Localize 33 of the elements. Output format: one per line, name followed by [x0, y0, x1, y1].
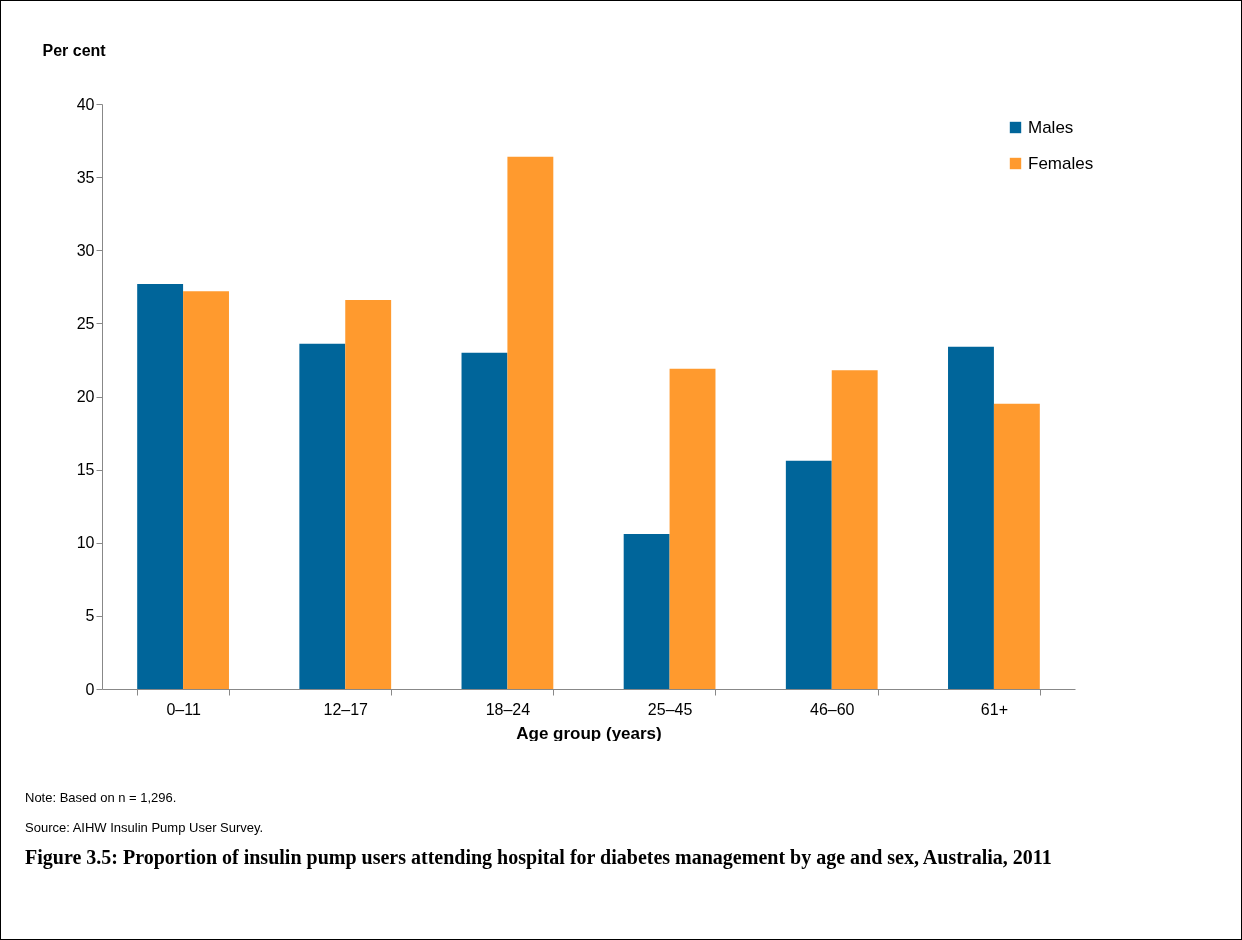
- source-note: Source: AIHW Insulin Pump User Survey.: [25, 820, 264, 835]
- legend-label: Males: [1028, 117, 1074, 137]
- bar: [461, 352, 508, 689]
- text: Note: Based on n = 1,296.: [25, 790, 178, 805]
- x-tick-label: 18–24: [485, 700, 531, 718]
- y-tick-label: 25: [76, 314, 95, 332]
- bar: [137, 283, 184, 689]
- y-axis-title: Per cent: [42, 41, 107, 59]
- y-tick-label: 20: [76, 388, 95, 405]
- bar: [669, 368, 716, 689]
- x-tick-label: 25–45: [647, 700, 693, 718]
- legend-label: Females: [1028, 153, 1094, 173]
- bar: [183, 291, 229, 689]
- y-tick-label: 15: [76, 461, 95, 479]
- y-tick-label: 40: [76, 95, 95, 113]
- bar: [785, 460, 832, 689]
- bar: [623, 533, 670, 689]
- bar: [831, 370, 878, 689]
- bar: [507, 156, 554, 689]
- bar: [993, 403, 1040, 689]
- y-tick-label: 30: [76, 241, 95, 259]
- y-tick-label: 35: [76, 168, 95, 186]
- y-tick-label: 0: [85, 680, 95, 698]
- bar: [345, 299, 392, 689]
- y-tick-label: 10: [76, 534, 95, 552]
- x-tick-label: 61+: [980, 700, 1008, 718]
- y-tick-label: 5: [85, 607, 95, 625]
- x-tick-label: 46–60: [810, 700, 855, 718]
- x-tick-label: 0–11: [166, 700, 201, 718]
- bar: [299, 343, 346, 689]
- text: Figure 3.5: Proportion of insulin pump users attending hospital for diabetes management by age and sex, Australia, 2011: [25, 845, 1053, 869]
- bar: [948, 346, 994, 689]
- x-tick-label: 12–17: [323, 700, 369, 718]
